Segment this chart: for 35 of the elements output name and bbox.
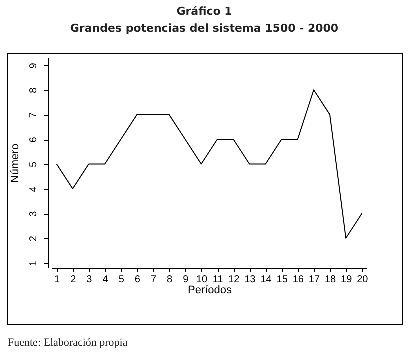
x-tick-label: 14 — [260, 274, 272, 286]
x-tick-label: 19 — [341, 274, 353, 286]
x-tick-label: 15 — [276, 274, 288, 286]
chart-subtitle: Grandes potencias del sistema 1500 - 2000 — [69, 21, 340, 37]
x-tick-label: 13 — [244, 274, 256, 286]
line-series — [56, 90, 363, 239]
x-tick-label: 18 — [324, 274, 337, 286]
x-tick-label: 5 — [118, 274, 125, 286]
x-tick-label: 12 — [228, 274, 240, 286]
x-tick-label: 20 — [357, 274, 369, 286]
y-tick-label: 8 — [28, 87, 40, 94]
y-tick-label: 3 — [28, 210, 40, 217]
y-tick-label: 6 — [28, 136, 40, 143]
x-tick-label: 8 — [167, 274, 174, 286]
x-tick-label: 10 — [196, 274, 208, 286]
x-tick-label: 7 — [150, 274, 157, 286]
x-tick-label: 9 — [183, 274, 190, 286]
x-tick-label: 17 — [308, 274, 320, 286]
y-tick-label: 5 — [28, 162, 40, 168]
x-tick-label: 6 — [134, 274, 141, 286]
x-tick-label: 2 — [70, 274, 77, 286]
x-tick-label: 3 — [86, 274, 93, 286]
y-tick-label: 7 — [28, 112, 40, 118]
y-axis-title: Número — [10, 144, 22, 184]
y-tick-label: 1 — [28, 260, 40, 266]
x-tick-label: 16 — [292, 274, 304, 286]
y-tick-label: 4 — [28, 186, 40, 192]
x-tick-label: 11 — [212, 274, 224, 286]
x-tick-label: 1 — [54, 274, 61, 286]
x-axis-title: Períodos — [188, 284, 233, 296]
y-tick-label: 2 — [28, 236, 40, 242]
chart-title: Gráfico 1 — [176, 4, 234, 20]
y-tick-label: 9 — [28, 62, 40, 69]
source-note: Fuente: Elaboración propia — [8, 337, 128, 349]
x-tick-label: 4 — [102, 274, 109, 286]
